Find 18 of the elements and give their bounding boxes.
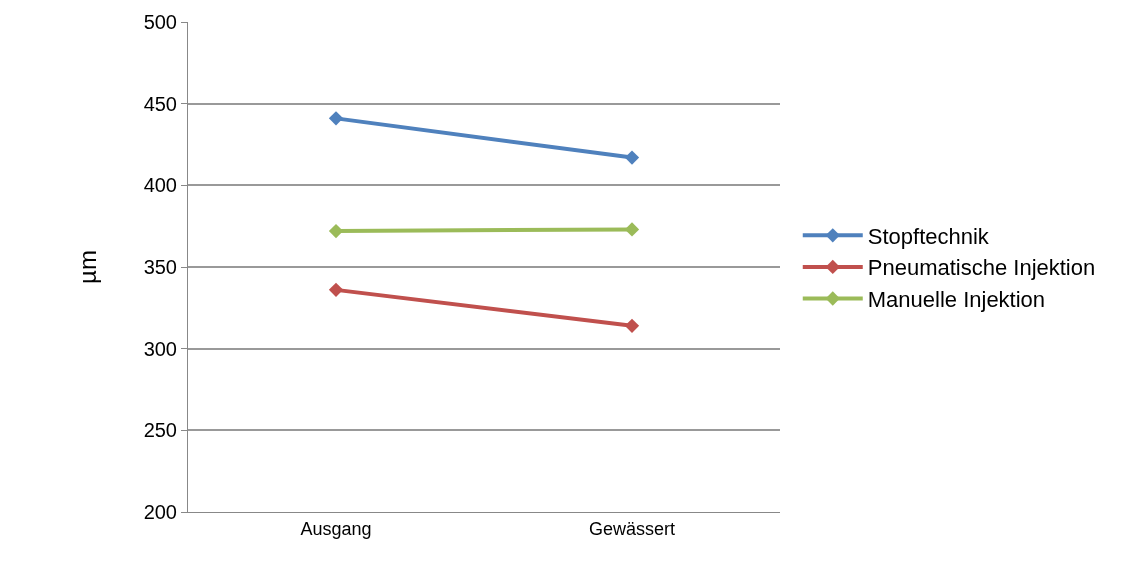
point xyxy=(328,282,344,298)
point xyxy=(624,222,640,237)
legend-label: Manuelle Injektion xyxy=(867,287,1046,313)
point xyxy=(328,111,344,126)
legend-label: Stopftechnik xyxy=(867,223,990,249)
legend-label: Pneumatische Injektion xyxy=(867,255,1096,281)
point xyxy=(624,150,640,165)
y-tick-label: 200 xyxy=(143,501,177,523)
y-tick-label: 500 xyxy=(143,11,177,33)
y-tick-label: 300 xyxy=(143,337,177,360)
x-tick-label: Gewässert xyxy=(588,518,676,539)
x-tick-label: Ausgang xyxy=(300,518,372,539)
y-axis-title: µm xyxy=(73,250,101,284)
y-tick-label: 450 xyxy=(143,92,177,115)
point xyxy=(624,318,640,333)
y-tick-label: 400 xyxy=(143,174,177,197)
y-tick-label: 350 xyxy=(143,256,177,278)
y-tick-label: 250 xyxy=(143,419,177,442)
